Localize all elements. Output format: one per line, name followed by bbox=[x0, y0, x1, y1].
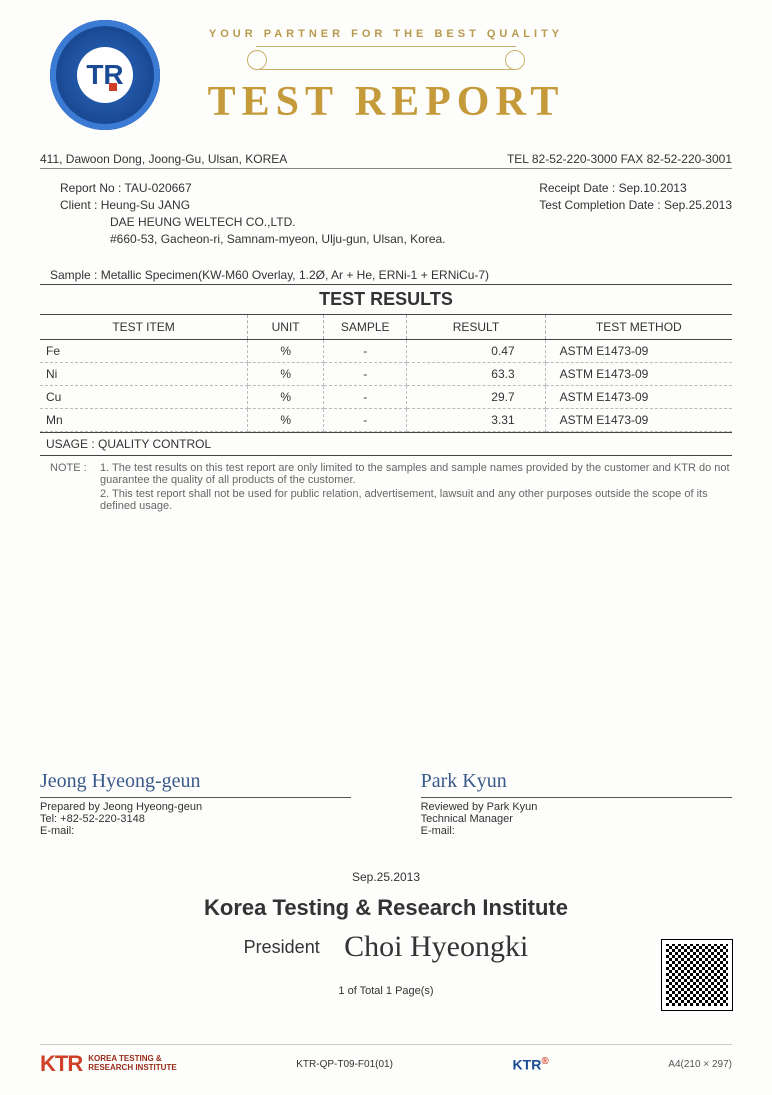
th-result: RESULT bbox=[407, 315, 545, 340]
ktr-mark: KTR bbox=[40, 1051, 82, 1077]
client-name: Heung-Su JANG bbox=[101, 198, 190, 212]
cell-sample: - bbox=[324, 386, 407, 409]
cell-sample: - bbox=[324, 409, 407, 432]
completion-date: Sep.25.2013 bbox=[664, 198, 732, 212]
th-sample: SAMPLE bbox=[324, 315, 407, 340]
cell-item: Mn bbox=[40, 409, 248, 432]
note-line-2: 2. This test report shall not be used fo… bbox=[100, 488, 732, 512]
th-method: TEST METHOD bbox=[545, 315, 732, 340]
ktr-logo: KTR KOREA TESTING & RESEARCH INSTITUTE bbox=[40, 1051, 177, 1077]
note-block: NOTE : 1. The test results on this test … bbox=[40, 462, 732, 514]
table-row: Ni%-63.3ASTM E1473-09 bbox=[40, 363, 732, 386]
preparer-signature: Jeong Hyeong-geun bbox=[40, 770, 351, 793]
cell-method: ASTM E1473-09 bbox=[545, 363, 732, 386]
sample-value: Metallic Specimen(KW-M60 Overlay, 1.2Ø, … bbox=[101, 268, 489, 282]
cell-unit: % bbox=[248, 386, 324, 409]
ktr-text-2: RESEARCH INSTITUTE bbox=[88, 1064, 176, 1073]
client-address: #660-53, Gacheon-ri, Samnam-myeon, Ulju-… bbox=[60, 232, 732, 246]
client-label: Client : bbox=[60, 198, 101, 212]
note-label: NOTE : bbox=[50, 462, 100, 514]
ktr-small-logo: KTR® bbox=[513, 1056, 549, 1073]
issue-date: Sep.25.2013 bbox=[0, 870, 772, 884]
reviewer-by: Reviewed by Park Kyun bbox=[421, 801, 732, 813]
cell-result: 0.47 bbox=[407, 340, 545, 363]
cell-unit: % bbox=[248, 340, 324, 363]
receipt-row: Receipt Date : Sep.10.2013 bbox=[539, 181, 732, 195]
th-unit: UNIT bbox=[248, 315, 324, 340]
client-company: DAE HEUNG WELTECH CO.,LTD. bbox=[60, 215, 732, 229]
th-item: TEST ITEM bbox=[40, 315, 248, 340]
preparer-by: Prepared by Jeong Hyeong-geun bbox=[40, 801, 351, 813]
cell-result: 63.3 bbox=[407, 363, 545, 386]
reviewer-email: E-mail: bbox=[421, 825, 732, 837]
reviewer-signature: Park Kyun bbox=[421, 770, 732, 793]
report-no-label: Report No : bbox=[60, 181, 124, 195]
seal-dot bbox=[109, 83, 117, 91]
report-no: TAU-020667 bbox=[124, 181, 191, 195]
president-label: President bbox=[244, 937, 320, 958]
cell-item: Ni bbox=[40, 363, 248, 386]
receipt-date: Sep.10.2013 bbox=[619, 181, 687, 195]
form-number: KTR-QP-T09-F01(01) bbox=[296, 1059, 393, 1070]
usage-value: QUALITY CONTROL bbox=[98, 437, 211, 451]
results-title: TEST RESULTS bbox=[40, 284, 732, 315]
seal-text: TR bbox=[86, 59, 123, 91]
reg-mark: ® bbox=[541, 1056, 548, 1067]
president-row: President Choi Hyeongki bbox=[0, 930, 772, 964]
address: 411, Dawoon Dong, Joong-Gu, Ulsan, KOREA bbox=[40, 152, 287, 166]
results-table: TEST ITEM UNIT SAMPLE RESULT TEST METHOD… bbox=[40, 315, 732, 432]
reviewer-block: Park Kyun Reviewed by Park Kyun Technica… bbox=[421, 770, 732, 837]
completion-label: Test Completion Date : bbox=[539, 198, 664, 212]
paper-size: A4(210 × 297) bbox=[668, 1059, 732, 1070]
cell-result: 3.31 bbox=[407, 409, 545, 432]
cell-unit: % bbox=[248, 363, 324, 386]
table-row: Fe%-0.47ASTM E1473-09 bbox=[40, 340, 732, 363]
page-count: 1 of Total 1 Page(s) bbox=[0, 985, 772, 997]
sample-line: Sample : Metallic Specimen(KW-M60 Overla… bbox=[40, 268, 732, 282]
ktr-seal: TR bbox=[50, 20, 160, 130]
cell-item: Cu bbox=[40, 386, 248, 409]
seal-monogram: TR bbox=[77, 47, 133, 103]
receipt-label: Receipt Date : bbox=[539, 181, 618, 195]
usage-row: USAGE : QUALITY CONTROL bbox=[40, 432, 732, 456]
president-signature: Choi Hyeongki bbox=[344, 930, 528, 964]
institute-name: Korea Testing & Research Institute bbox=[0, 895, 772, 921]
preparer-block: Jeong Hyeong-geun Prepared by Jeong Hyeo… bbox=[40, 770, 351, 837]
cell-sample: - bbox=[324, 363, 407, 386]
completion-row: Test Completion Date : Sep.25.2013 bbox=[539, 198, 732, 212]
cell-sample: - bbox=[324, 340, 407, 363]
ornament bbox=[256, 46, 516, 70]
qr-code bbox=[662, 940, 732, 1010]
cell-item: Fe bbox=[40, 340, 248, 363]
cell-method: ASTM E1473-09 bbox=[545, 409, 732, 432]
preparer-email: E-mail: bbox=[40, 825, 351, 837]
preparer-tel: Tel: +82-52-220-3148 bbox=[40, 813, 351, 825]
contact: TEL 82-52-220-3000 FAX 82-52-220-3001 bbox=[507, 152, 732, 166]
cell-method: ASTM E1473-09 bbox=[545, 386, 732, 409]
table-row: Cu%-29.7ASTM E1473-09 bbox=[40, 386, 732, 409]
sample-label: Sample : bbox=[50, 268, 101, 282]
cell-unit: % bbox=[248, 409, 324, 432]
cell-result: 29.7 bbox=[407, 386, 545, 409]
reviewer-title: Technical Manager bbox=[421, 813, 732, 825]
note-line-1: 1. The test results on this test report … bbox=[100, 462, 732, 486]
cell-method: ASTM E1473-09 bbox=[545, 340, 732, 363]
table-row: Mn%-3.31ASTM E1473-09 bbox=[40, 409, 732, 432]
usage-label: USAGE : bbox=[46, 437, 98, 451]
